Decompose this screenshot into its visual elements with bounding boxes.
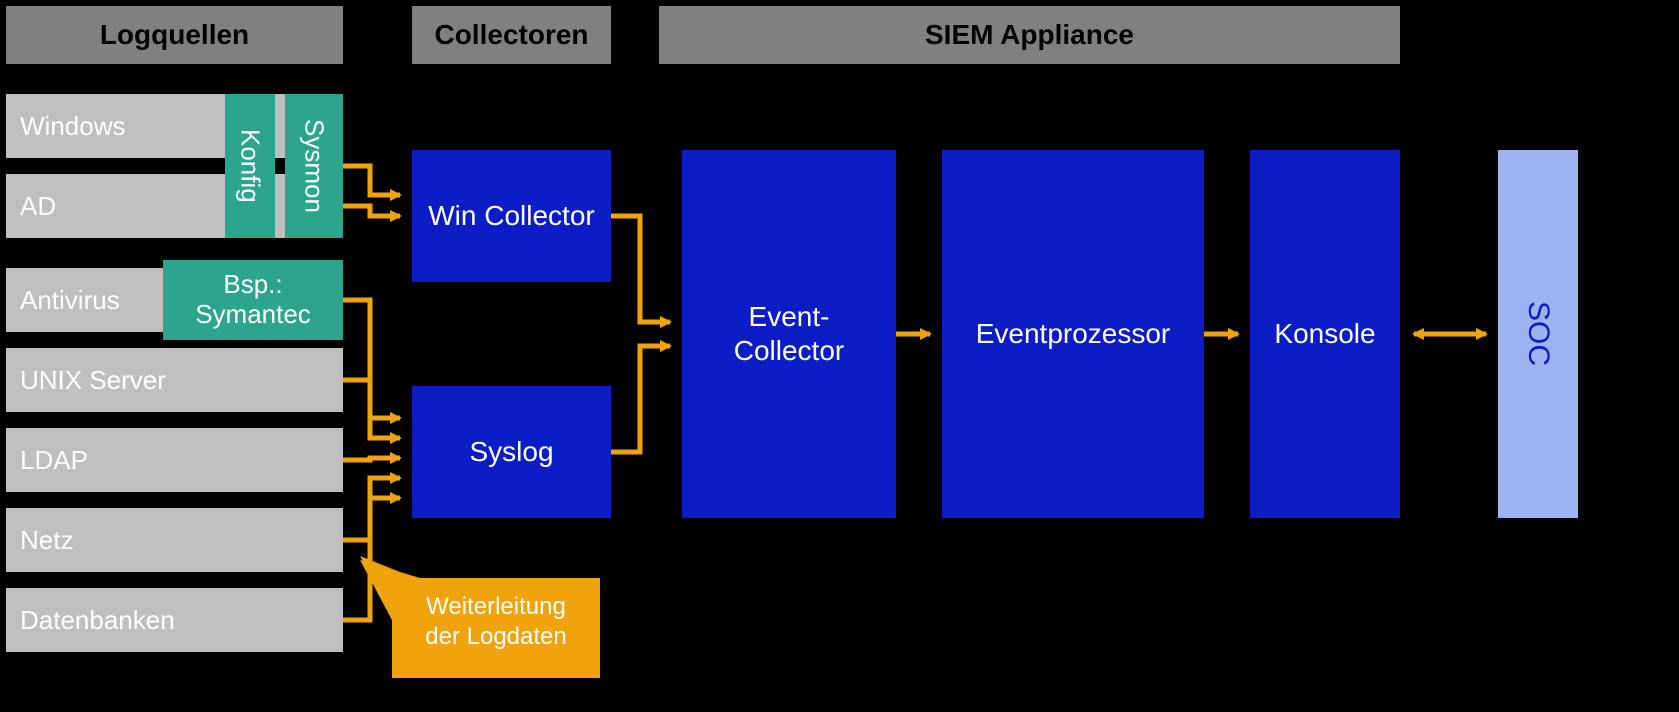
callout-line1: Weiterleitung <box>392 592 600 622</box>
callout-line2: der Logdaten <box>392 622 600 652</box>
source-netz: Netz <box>6 508 343 572</box>
source-unix-label: UNIX Server <box>20 365 166 396</box>
header-logquellen: Logquellen <box>6 6 343 64</box>
tag-sysmon: Sysmon <box>285 94 343 238</box>
source-netz-label: Netz <box>20 525 73 556</box>
source-ldap-label: LDAP <box>20 445 88 476</box>
siem-event-collector-line2: Collector <box>734 334 844 368</box>
siem-konsole-label: Konsole <box>1274 318 1375 350</box>
header-siem-label: SIEM Appliance <box>925 19 1134 51</box>
header-logquellen-label: Logquellen <box>100 19 249 51</box>
source-datenbanken: Datenbanken <box>6 588 343 652</box>
source-unix: UNIX Server <box>6 348 343 412</box>
siem-event-collector: Event- Collector <box>682 150 896 518</box>
collector-win-label: Win Collector <box>428 200 594 232</box>
collector-syslog: Syslog <box>412 386 611 518</box>
callout-text: Weiterleitung der Logdaten <box>392 592 600 652</box>
siem-event-collector-line1: Event- <box>749 300 830 334</box>
collector-win: Win Collector <box>412 150 611 282</box>
tag-av-example-line1: Bsp.: <box>223 270 282 300</box>
tag-av-example-line2: Symantec <box>195 300 311 330</box>
header-siem: SIEM Appliance <box>659 6 1400 64</box>
tag-konfig-label: Konfig <box>235 129 266 203</box>
collector-syslog-label: Syslog <box>469 436 553 468</box>
siem-konsole: Konsole <box>1250 150 1400 518</box>
soc-box: SOC <box>1498 150 1578 518</box>
header-collectoren: Collectoren <box>412 6 611 64</box>
source-antivirus-label: Antivirus <box>20 285 120 316</box>
tag-konfig: Konfig <box>225 94 275 238</box>
header-collectoren-label: Collectoren <box>434 19 588 51</box>
source-ad-label: AD <box>20 191 56 222</box>
source-datenbanken-label: Datenbanken <box>20 605 175 636</box>
tag-av-example: Bsp.: Symantec <box>163 260 343 340</box>
source-windows-label: Windows <box>20 111 125 142</box>
tag-sysmon-label: Sysmon <box>299 119 330 213</box>
soc-label: SOC <box>1521 301 1555 366</box>
source-ldap: LDAP <box>6 428 343 492</box>
siem-eventprozessor-label: Eventprozessor <box>976 318 1171 350</box>
siem-eventprozessor: Eventprozessor <box>942 150 1204 518</box>
